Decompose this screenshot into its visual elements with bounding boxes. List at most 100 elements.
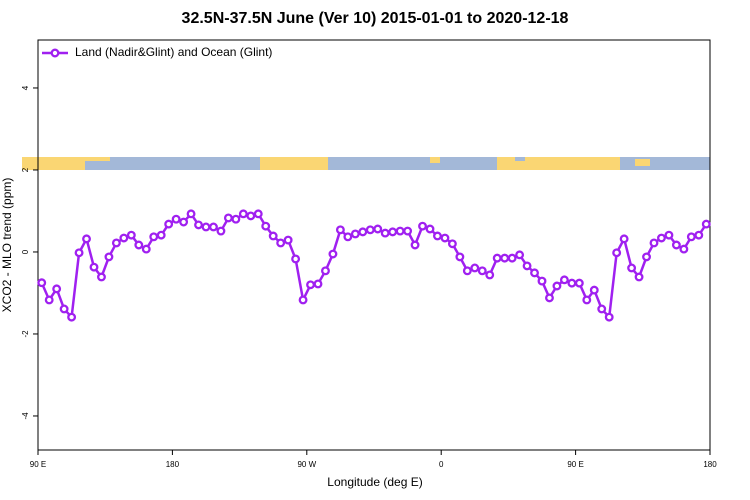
data-point [201,222,211,232]
data-point [298,295,308,305]
data-point [209,222,218,232]
data-point [59,304,69,314]
data-point [74,248,84,258]
data-point [657,233,666,243]
data-point [67,312,77,322]
data-point [418,221,427,231]
data-point [44,295,54,305]
data-point [627,263,637,273]
data-point [238,209,248,219]
data-point [119,233,129,243]
map-strip [22,157,710,170]
data-point [701,219,711,229]
data-point [410,240,420,250]
plot-frame [37,39,711,451]
data-point [604,312,614,322]
x-tick-label: 0 [439,460,444,469]
x-tick-label: 180 [703,460,717,469]
data-point [149,232,159,242]
y-tick-label: 2 [21,167,30,172]
data-point [335,225,345,235]
data-point [403,226,413,236]
data-point [246,211,256,221]
data-point [283,235,293,245]
data-point [537,276,547,286]
data-point [276,238,286,248]
data-point [134,240,144,250]
data-point [321,266,330,276]
data-point [343,232,353,242]
x-axis-label: Longitude (deg E) [327,475,422,489]
data-point [97,272,106,282]
data-point [552,281,562,291]
y-axis-label: XCO2 - MLO trend (ppm) [0,178,14,313]
data-point [671,240,681,250]
data-point [522,261,532,271]
data-point [373,224,383,234]
data-point [141,244,151,254]
data-point [447,239,457,249]
data-point [52,284,62,294]
data-point [291,254,301,264]
data-point [462,266,472,276]
data-point [223,213,233,223]
data-point [485,270,495,280]
data-point [313,279,323,289]
data-point [470,263,480,273]
data-point [253,209,263,219]
data-point [89,262,99,272]
data-point [268,231,278,241]
data-point [395,226,405,236]
y-tick-label: 4 [21,85,30,90]
data-point [455,252,465,262]
data-point [433,231,442,241]
data-point [179,217,189,227]
data-point [597,304,607,314]
data-point [126,230,136,240]
data-point [619,234,629,244]
data-point [589,285,599,295]
y-tick-label: -2 [21,330,30,338]
data-point [612,248,622,258]
data-point [649,238,659,248]
data-point [500,253,510,263]
data-point [567,278,577,288]
data-point [694,230,704,240]
y-tick-label: 0 [21,249,30,254]
data-point [545,293,554,303]
data-point [679,244,689,254]
y-tick-label: -4 [21,412,30,420]
data-point [365,225,375,235]
data-point [440,233,450,243]
data-point [574,278,584,288]
data-point [328,249,338,259]
data-point [358,227,368,237]
data-point [664,230,674,240]
data-point [231,214,241,224]
data-point [388,227,398,237]
data-point [306,280,315,290]
data-point [216,226,226,236]
chart-title: 32.5N-37.5N June (Ver 10) 2015-01-01 to … [182,10,569,27]
x-tick-label: 90 W [297,460,316,469]
data-point [350,229,360,239]
data-point [194,220,203,230]
data-point [515,250,525,260]
data-point [111,238,121,248]
data-point [559,275,569,285]
legend-marker [50,48,60,58]
data-point [477,266,487,276]
data-point [530,268,539,278]
data-point [164,219,174,229]
data-point [156,230,166,240]
data-point [186,209,196,219]
data-point [37,278,47,288]
data-point [582,295,592,305]
data-point [261,221,271,231]
data-point [82,234,91,244]
x-tick-label: 180 [166,460,180,469]
data-point [634,272,644,282]
data-point [507,253,517,263]
